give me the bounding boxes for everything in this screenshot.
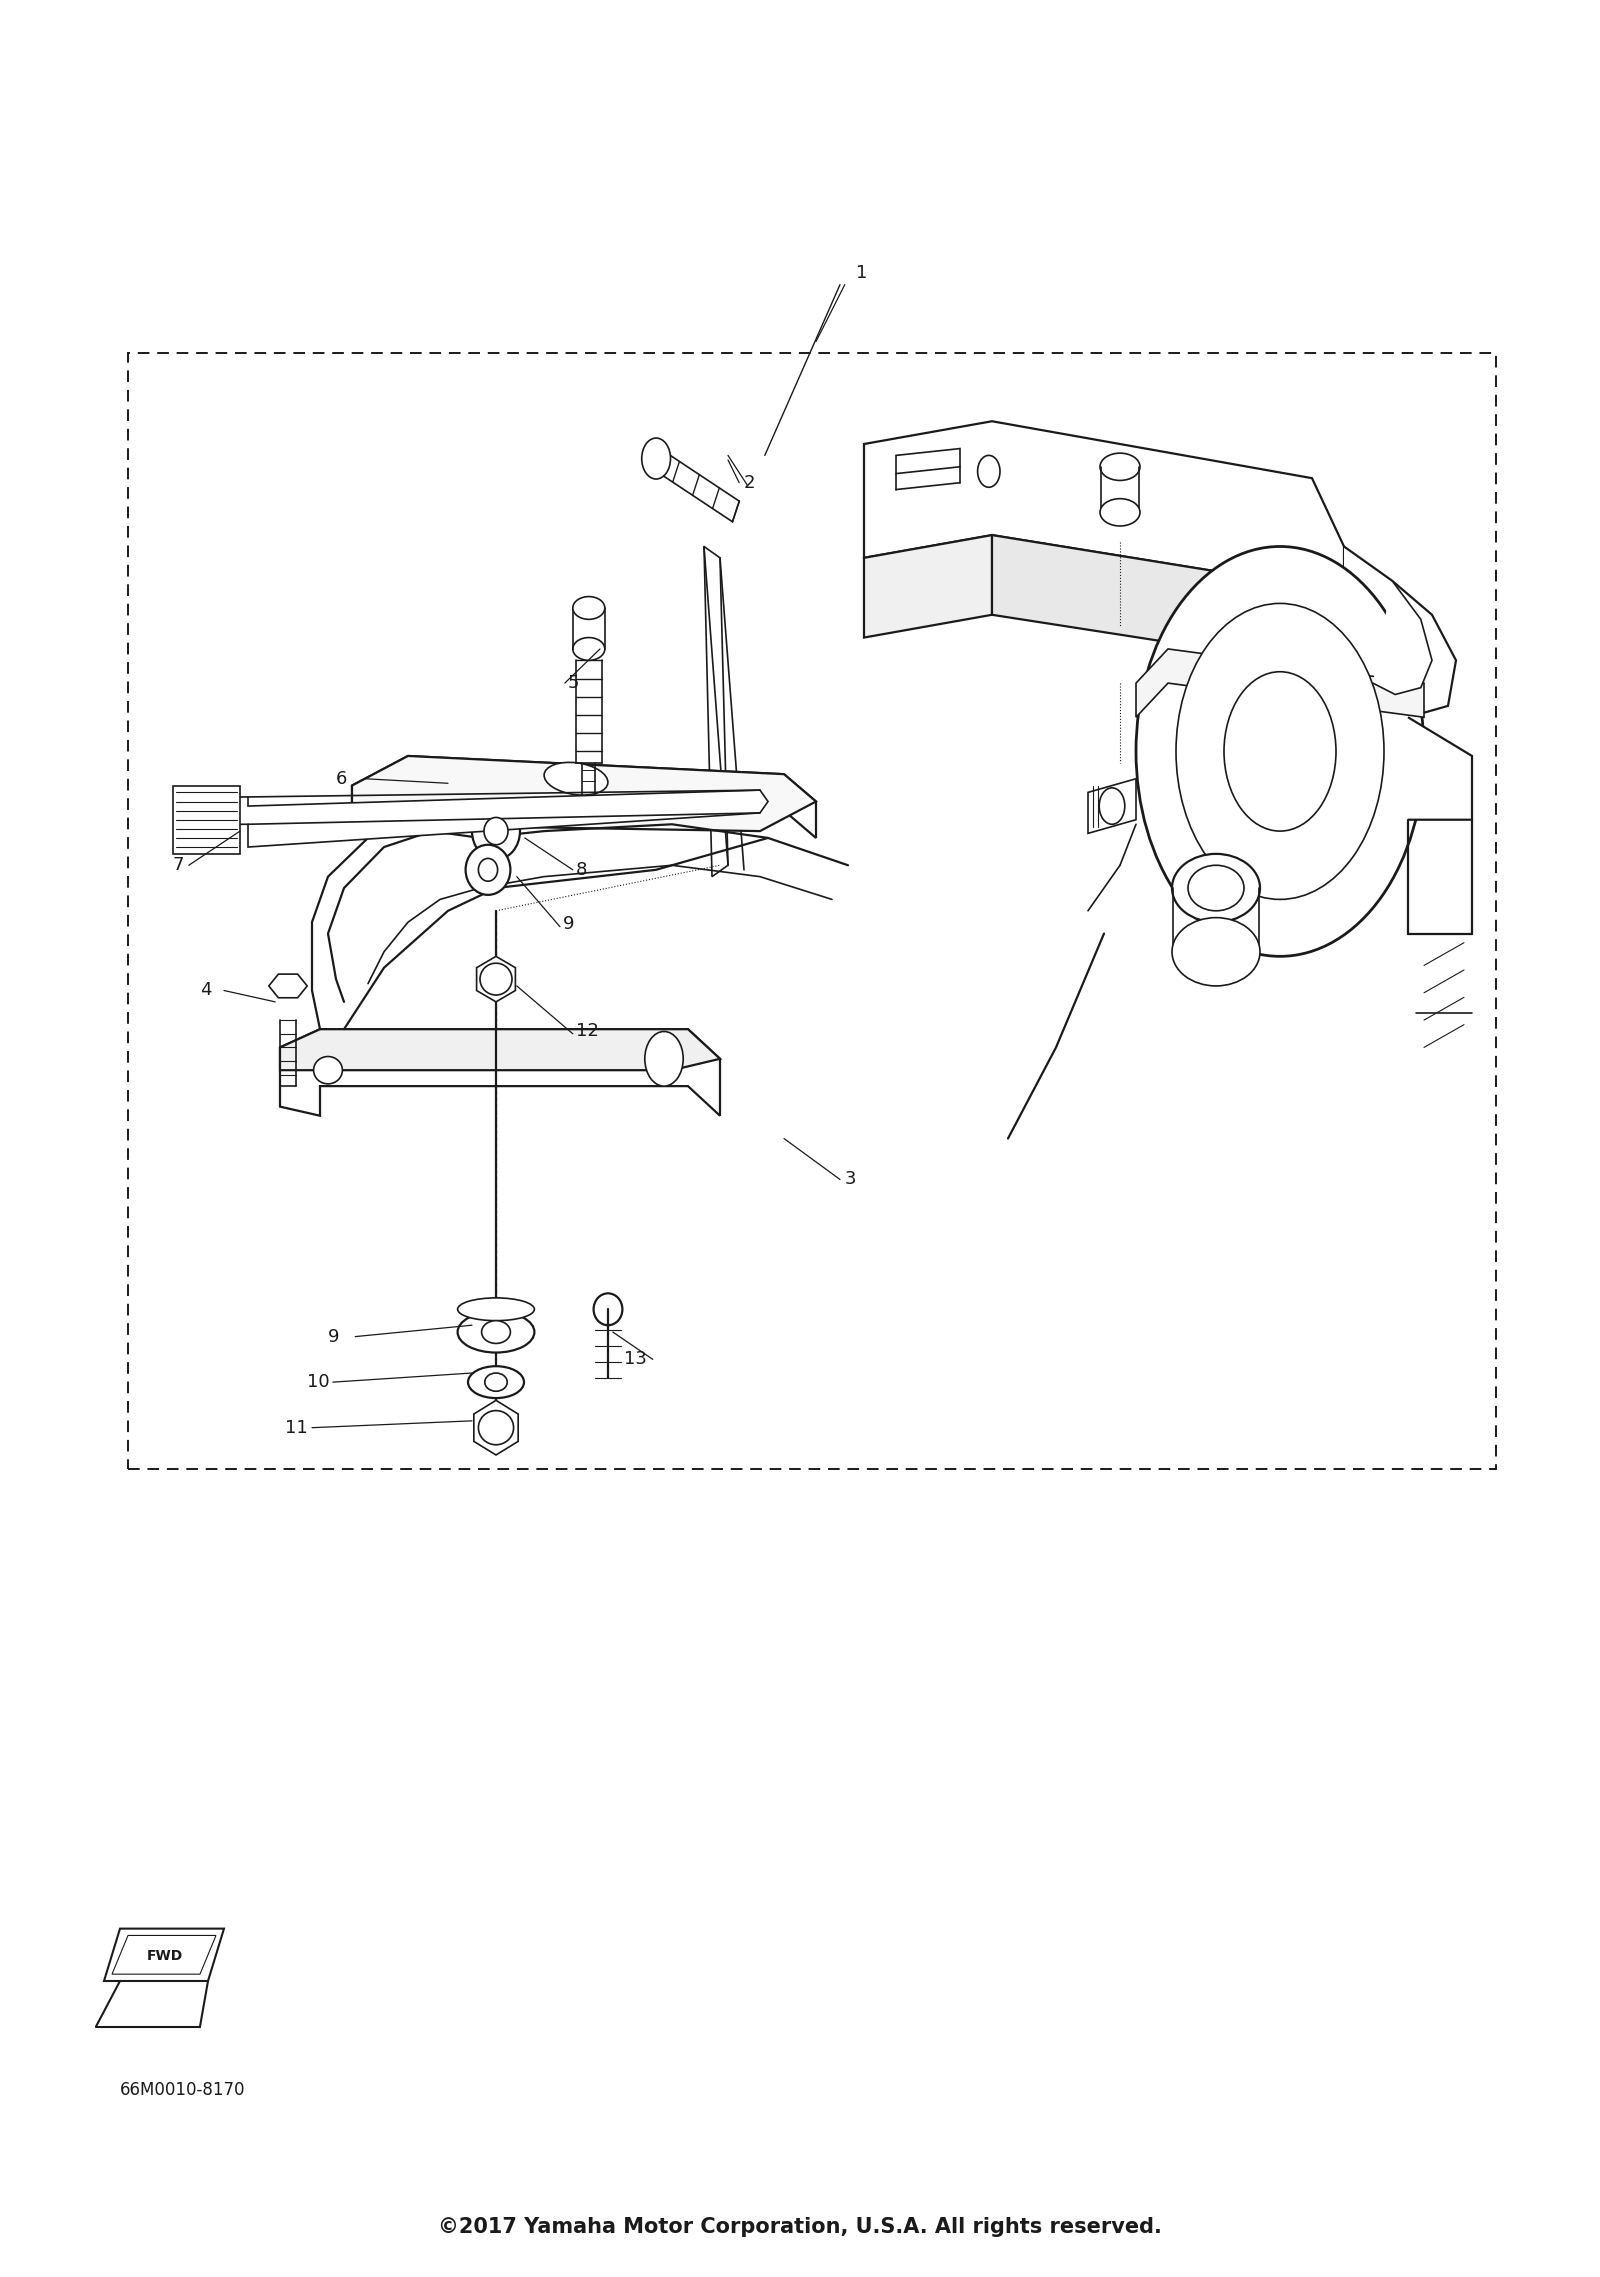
Circle shape bbox=[1224, 672, 1336, 831]
Text: 12: 12 bbox=[576, 1022, 598, 1041]
Ellipse shape bbox=[472, 802, 520, 861]
Polygon shape bbox=[352, 756, 816, 838]
Polygon shape bbox=[477, 956, 515, 1002]
Ellipse shape bbox=[482, 1321, 510, 1343]
Ellipse shape bbox=[478, 858, 498, 881]
Polygon shape bbox=[352, 756, 816, 831]
Text: 6: 6 bbox=[336, 770, 347, 788]
Polygon shape bbox=[1136, 649, 1424, 717]
Polygon shape bbox=[864, 421, 1344, 592]
Circle shape bbox=[1176, 603, 1384, 899]
Text: 13: 13 bbox=[624, 1350, 646, 1368]
Polygon shape bbox=[280, 1029, 720, 1116]
Text: 4: 4 bbox=[200, 981, 211, 1000]
Text: FWD: FWD bbox=[147, 1949, 182, 1963]
Polygon shape bbox=[112, 1935, 216, 1974]
Ellipse shape bbox=[480, 963, 512, 995]
Polygon shape bbox=[1408, 717, 1472, 820]
Bar bbox=[128, 353, 1496, 1469]
Polygon shape bbox=[1344, 546, 1456, 717]
Polygon shape bbox=[896, 449, 960, 474]
Text: 9: 9 bbox=[563, 915, 574, 934]
Ellipse shape bbox=[478, 1409, 514, 1444]
Text: 7: 7 bbox=[173, 856, 184, 874]
Ellipse shape bbox=[573, 597, 605, 619]
Ellipse shape bbox=[467, 1366, 525, 1398]
Text: 5: 5 bbox=[568, 674, 579, 692]
Text: 3: 3 bbox=[845, 1170, 856, 1189]
Polygon shape bbox=[104, 1929, 224, 1981]
Text: ©2017 Yamaha Motor Corporation, U.S.A. All rights reserved.: ©2017 Yamaha Motor Corporation, U.S.A. A… bbox=[438, 2218, 1162, 2236]
Ellipse shape bbox=[544, 763, 608, 795]
Ellipse shape bbox=[1101, 499, 1139, 526]
Polygon shape bbox=[1373, 581, 1432, 694]
Ellipse shape bbox=[1171, 918, 1261, 986]
Circle shape bbox=[978, 455, 1000, 487]
Ellipse shape bbox=[1101, 453, 1139, 480]
Text: 10: 10 bbox=[307, 1373, 330, 1391]
Text: 66M0010-8170: 66M0010-8170 bbox=[120, 2081, 245, 2099]
Polygon shape bbox=[704, 546, 728, 877]
Circle shape bbox=[1136, 546, 1424, 956]
Polygon shape bbox=[269, 975, 307, 997]
Circle shape bbox=[645, 1031, 683, 1086]
Ellipse shape bbox=[483, 817, 509, 845]
Polygon shape bbox=[173, 786, 240, 854]
Ellipse shape bbox=[458, 1298, 534, 1321]
Polygon shape bbox=[1088, 779, 1136, 833]
Text: 11: 11 bbox=[285, 1419, 307, 1437]
Ellipse shape bbox=[1171, 854, 1261, 922]
Text: 8: 8 bbox=[576, 861, 587, 879]
Polygon shape bbox=[864, 535, 992, 638]
Ellipse shape bbox=[466, 845, 510, 895]
Polygon shape bbox=[192, 790, 768, 847]
Ellipse shape bbox=[314, 1057, 342, 1084]
Text: 1: 1 bbox=[856, 264, 867, 282]
Ellipse shape bbox=[594, 1293, 622, 1325]
Polygon shape bbox=[280, 1029, 720, 1070]
Ellipse shape bbox=[458, 1312, 534, 1353]
Ellipse shape bbox=[485, 1373, 507, 1391]
Ellipse shape bbox=[1187, 865, 1245, 911]
Circle shape bbox=[642, 437, 670, 478]
Ellipse shape bbox=[573, 638, 605, 660]
Circle shape bbox=[1099, 788, 1125, 824]
Text: 9: 9 bbox=[328, 1327, 339, 1346]
Polygon shape bbox=[474, 1400, 518, 1455]
Text: 2: 2 bbox=[744, 474, 755, 492]
Polygon shape bbox=[992, 535, 1344, 669]
